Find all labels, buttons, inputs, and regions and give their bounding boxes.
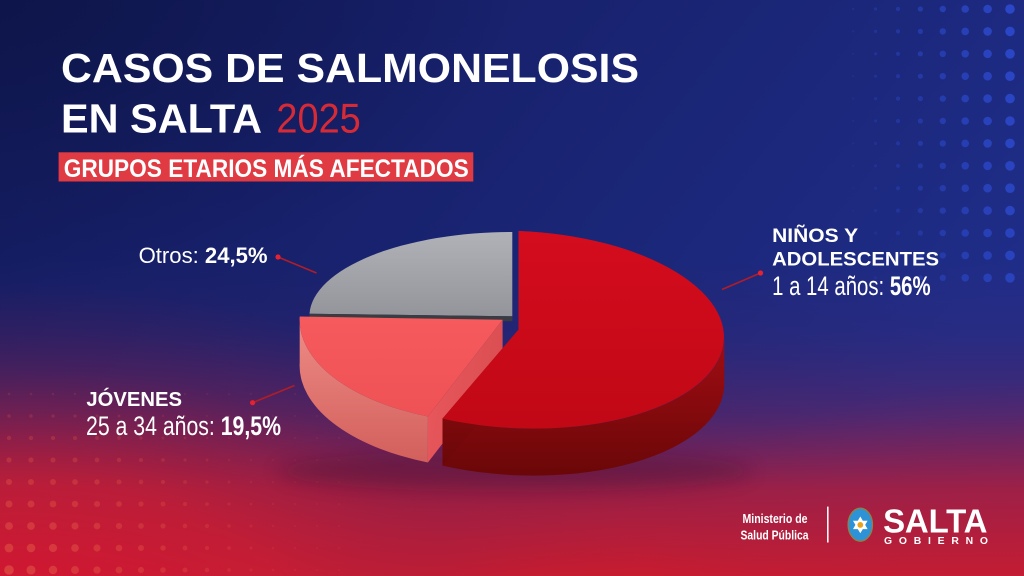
svg-text:CASOS DE SALMONELOSIS: CASOS DE SALMONELOSIS — [61, 45, 639, 91]
svg-text:EN SALTA: EN SALTA — [61, 95, 262, 141]
svg-text:2025: 2025 — [276, 94, 360, 141]
svg-text:25 a 34 años: 19,5%: 25 a 34 años: 19,5% — [86, 411, 281, 441]
svg-text:NIÑOS Y: NIÑOS Y — [772, 224, 858, 247]
svg-text:SALTA: SALTA — [883, 503, 987, 540]
svg-text:Salud Pública: Salud Pública — [741, 527, 810, 542]
svg-text:ADOLESCENTES: ADOLESCENTES — [772, 248, 939, 270]
svg-text:GRUPOS ETARIOS MÁS AFECTADOS: GRUPOS ETARIOS MÁS AFECTADOS — [64, 154, 469, 183]
svg-text:Ministerio de: Ministerio de — [743, 511, 808, 526]
svg-text:JÓVENES: JÓVENES — [86, 387, 182, 411]
svg-text:1 a 14 años: 56%: 1 a 14 años: 56% — [772, 271, 931, 301]
svg-text:Otros: 24,5%: Otros: 24,5% — [139, 243, 268, 268]
